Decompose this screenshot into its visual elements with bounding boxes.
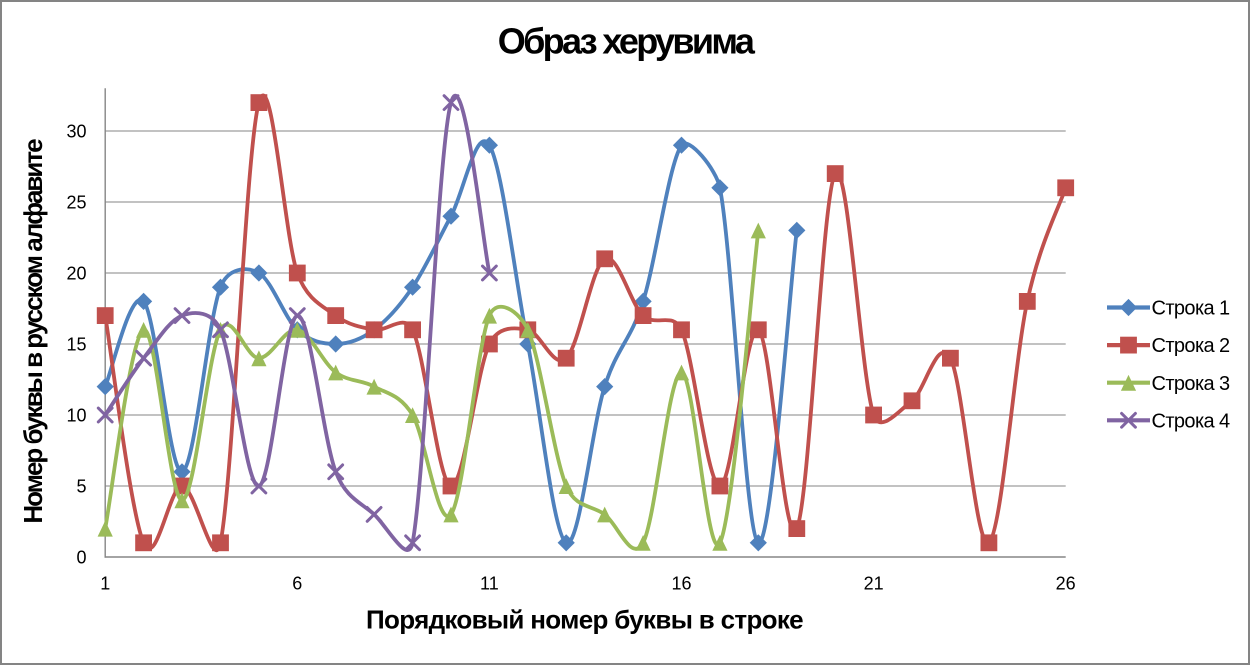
- svg-text:10: 10: [66, 405, 86, 425]
- svg-text:6: 6: [292, 574, 302, 594]
- svg-text:25: 25: [66, 192, 86, 212]
- svg-text:0: 0: [76, 547, 86, 567]
- svg-text:Номер буквы в русском алфавите: Номер буквы в русском алфавите: [18, 139, 48, 524]
- svg-text:16: 16: [671, 574, 691, 594]
- svg-text:Строка 4: Строка 4: [1152, 410, 1231, 432]
- svg-text:Образ херувима: Образ херувима: [498, 20, 756, 61]
- svg-text:11: 11: [480, 574, 499, 594]
- svg-text:5: 5: [76, 476, 86, 496]
- svg-text:20: 20: [66, 263, 86, 283]
- svg-text:26: 26: [1056, 574, 1076, 594]
- svg-text:15: 15: [66, 334, 86, 354]
- svg-text:Строка 3: Строка 3: [1152, 373, 1231, 395]
- svg-text:1: 1: [100, 574, 110, 594]
- svg-text:Строка 1: Строка 1: [1152, 298, 1231, 320]
- svg-text:21: 21: [864, 574, 884, 594]
- svg-text:Строка 2: Строка 2: [1152, 335, 1231, 357]
- svg-text:30: 30: [66, 121, 86, 141]
- svg-text:Порядковый номер буквы в строк: Порядковый номер буквы в строке: [366, 605, 803, 635]
